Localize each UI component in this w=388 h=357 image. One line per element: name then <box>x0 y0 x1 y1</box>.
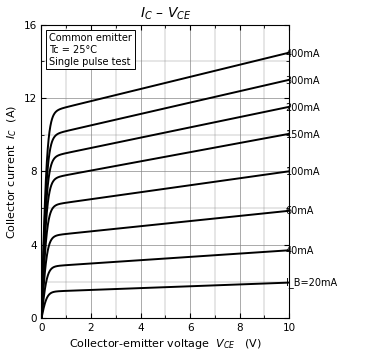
Y-axis label: Collector current  $\mathit{I}_C$  (A): Collector current $\mathit{I}_C$ (A) <box>5 104 19 238</box>
Text: 60mA: 60mA <box>286 206 314 216</box>
Text: I_B=20mA: I_B=20mA <box>286 277 337 288</box>
Text: 150mA: 150mA <box>286 130 320 140</box>
Text: 100mA: 100mA <box>286 167 320 177</box>
Text: 40mA: 40mA <box>286 246 314 256</box>
X-axis label: Collector-emitter voltage  $\mathit{V}_{CE}$   (V): Collector-emitter voltage $\mathit{V}_{C… <box>69 337 262 351</box>
Text: 400mA: 400mA <box>286 49 320 59</box>
Text: 300mA: 300mA <box>286 76 320 86</box>
Title: $\mathit{I}_C$ – $\mathit{V}_{CE}$: $\mathit{I}_C$ – $\mathit{V}_{CE}$ <box>140 6 191 22</box>
Text: Common emitter
Tc = 25°C
Single pulse test: Common emitter Tc = 25°C Single pulse te… <box>49 33 132 66</box>
Text: 200mA: 200mA <box>286 103 320 113</box>
